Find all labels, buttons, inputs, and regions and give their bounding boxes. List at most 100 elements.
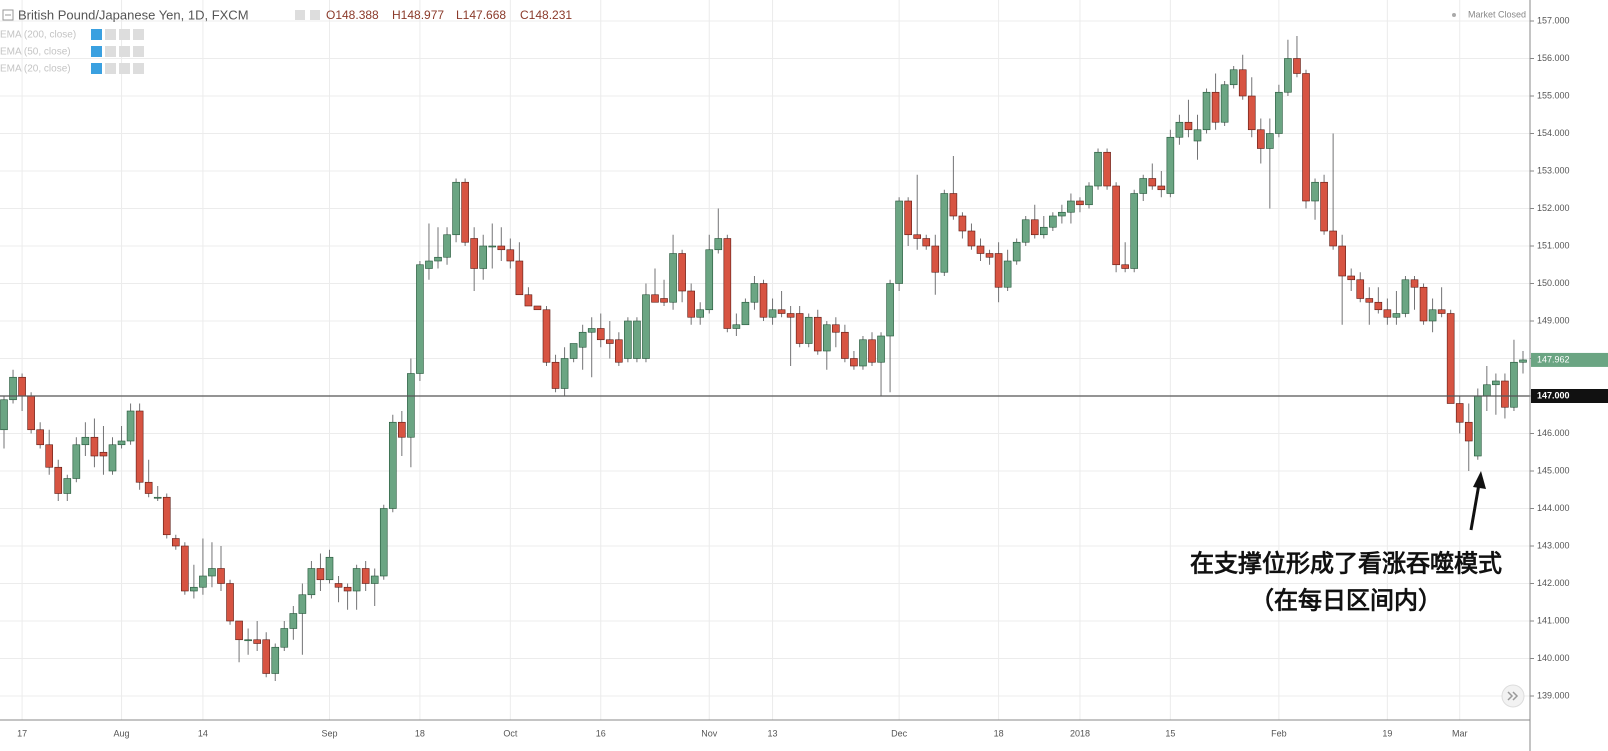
candle-body bbox=[361, 568, 370, 584]
annotation-line: 在支撑位形成了看涨吞噬模式 bbox=[1190, 549, 1502, 577]
icon[interactable] bbox=[133, 46, 144, 57]
eye-icon[interactable] bbox=[91, 46, 102, 57]
y-tick-label: 153.000 bbox=[1537, 165, 1570, 175]
candle-body bbox=[1293, 58, 1301, 74]
candle-body bbox=[931, 245, 940, 273]
scroll-button[interactable] bbox=[1501, 684, 1525, 708]
x-tick-label: Oct bbox=[503, 728, 518, 738]
y-tick-label: 150.000 bbox=[1537, 278, 1570, 288]
candle-body bbox=[271, 646, 280, 674]
candle-body bbox=[1130, 193, 1139, 269]
indicator: EMA (200, close) bbox=[0, 30, 76, 41]
y-tick-label: 143.000 bbox=[1537, 540, 1570, 550]
candle-body bbox=[217, 568, 225, 584]
candle-body bbox=[1112, 185, 1120, 266]
status-dot bbox=[1452, 13, 1456, 17]
candle-body bbox=[841, 331, 849, 359]
candle-body bbox=[569, 343, 578, 359]
candle-body bbox=[0, 399, 8, 431]
candle-body bbox=[1347, 275, 1356, 281]
candle-body bbox=[1356, 279, 1365, 299]
candle-body bbox=[1049, 215, 1057, 228]
candle-body bbox=[1076, 200, 1084, 206]
candle-body bbox=[1410, 279, 1419, 288]
y-tick-label: 140.000 bbox=[1537, 653, 1570, 663]
candle-body bbox=[488, 245, 497, 248]
y-tick-label: 149.000 bbox=[1537, 315, 1570, 325]
icon[interactable] bbox=[119, 63, 130, 74]
candle-body bbox=[560, 358, 569, 389]
candle-body bbox=[904, 200, 912, 236]
candle-body bbox=[108, 444, 117, 472]
candle-body bbox=[416, 264, 424, 374]
candle-body bbox=[850, 358, 858, 367]
candle-body bbox=[262, 639, 271, 674]
indicator: EMA (20, close) bbox=[0, 64, 71, 75]
candle-body bbox=[9, 376, 17, 401]
y-tick-label: 145.000 bbox=[1537, 465, 1570, 475]
market-status: Market Closed bbox=[1468, 9, 1526, 19]
candle-body bbox=[1483, 384, 1491, 397]
candle-body bbox=[976, 245, 985, 254]
candle-body bbox=[524, 294, 533, 307]
candle-body bbox=[615, 339, 623, 363]
candle-body bbox=[587, 328, 596, 333]
icon[interactable] bbox=[105, 46, 116, 57]
icon[interactable] bbox=[119, 29, 130, 40]
candle-body bbox=[578, 331, 587, 348]
eye-icon[interactable] bbox=[91, 29, 102, 40]
candle-body bbox=[407, 373, 415, 438]
candle-body bbox=[1392, 313, 1401, 318]
y-tick-label: 139.000 bbox=[1537, 690, 1570, 700]
candle-body bbox=[45, 444, 54, 468]
candle-body bbox=[72, 444, 81, 479]
candle-body bbox=[551, 361, 560, 389]
eye-icon[interactable] bbox=[91, 63, 102, 74]
x-tick-label: 18 bbox=[994, 728, 1004, 738]
candle-body bbox=[1275, 91, 1283, 134]
icon[interactable] bbox=[119, 46, 130, 57]
candle-body bbox=[325, 556, 334, 581]
candle-body bbox=[832, 324, 840, 333]
candle-body bbox=[1519, 359, 1527, 363]
y-tick-label: 144.000 bbox=[1537, 503, 1570, 513]
candle-body bbox=[1302, 73, 1310, 202]
y-tick-label: 155.000 bbox=[1537, 90, 1570, 100]
candle-body bbox=[596, 328, 605, 341]
candle-body bbox=[388, 421, 397, 509]
candle-body bbox=[605, 339, 614, 344]
candle-body bbox=[1021, 219, 1030, 243]
candle-body bbox=[795, 313, 804, 344]
candle-body bbox=[1039, 226, 1048, 236]
icon[interactable] bbox=[295, 10, 305, 20]
icon[interactable] bbox=[310, 10, 320, 20]
icon[interactable] bbox=[105, 29, 116, 40]
candle-body bbox=[452, 181, 460, 236]
y-tick-label: 154.000 bbox=[1537, 128, 1570, 138]
stat-high: H148.977 bbox=[392, 8, 444, 22]
icon[interactable] bbox=[133, 63, 144, 74]
candle-body bbox=[126, 410, 135, 442]
y-tick-label: 156.000 bbox=[1537, 53, 1570, 63]
collapse-icon[interactable] bbox=[2, 9, 14, 21]
stat-low: L147.668 bbox=[456, 8, 506, 22]
candle-body bbox=[1510, 361, 1518, 408]
candle-body bbox=[1383, 309, 1392, 318]
icon[interactable] bbox=[133, 29, 144, 40]
candle-body bbox=[1003, 260, 1012, 288]
x-tick-label: 15 bbox=[1165, 728, 1175, 738]
y-tick-label: 142.000 bbox=[1537, 578, 1570, 588]
candle-body bbox=[913, 234, 922, 239]
candle-body bbox=[443, 234, 451, 258]
candle-body bbox=[669, 253, 677, 303]
candle-body bbox=[1419, 286, 1428, 322]
candle-body bbox=[352, 568, 361, 592]
candle-body bbox=[515, 260, 524, 296]
candle-body bbox=[1067, 200, 1075, 213]
candle-body bbox=[1202, 91, 1211, 131]
candle-body bbox=[334, 583, 343, 588]
candle-body bbox=[298, 594, 307, 614]
candle-body bbox=[1311, 181, 1319, 202]
candle-body bbox=[235, 620, 243, 641]
icon[interactable] bbox=[105, 63, 116, 74]
